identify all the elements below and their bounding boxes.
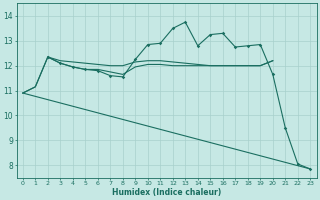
X-axis label: Humidex (Indice chaleur): Humidex (Indice chaleur) (112, 188, 221, 197)
